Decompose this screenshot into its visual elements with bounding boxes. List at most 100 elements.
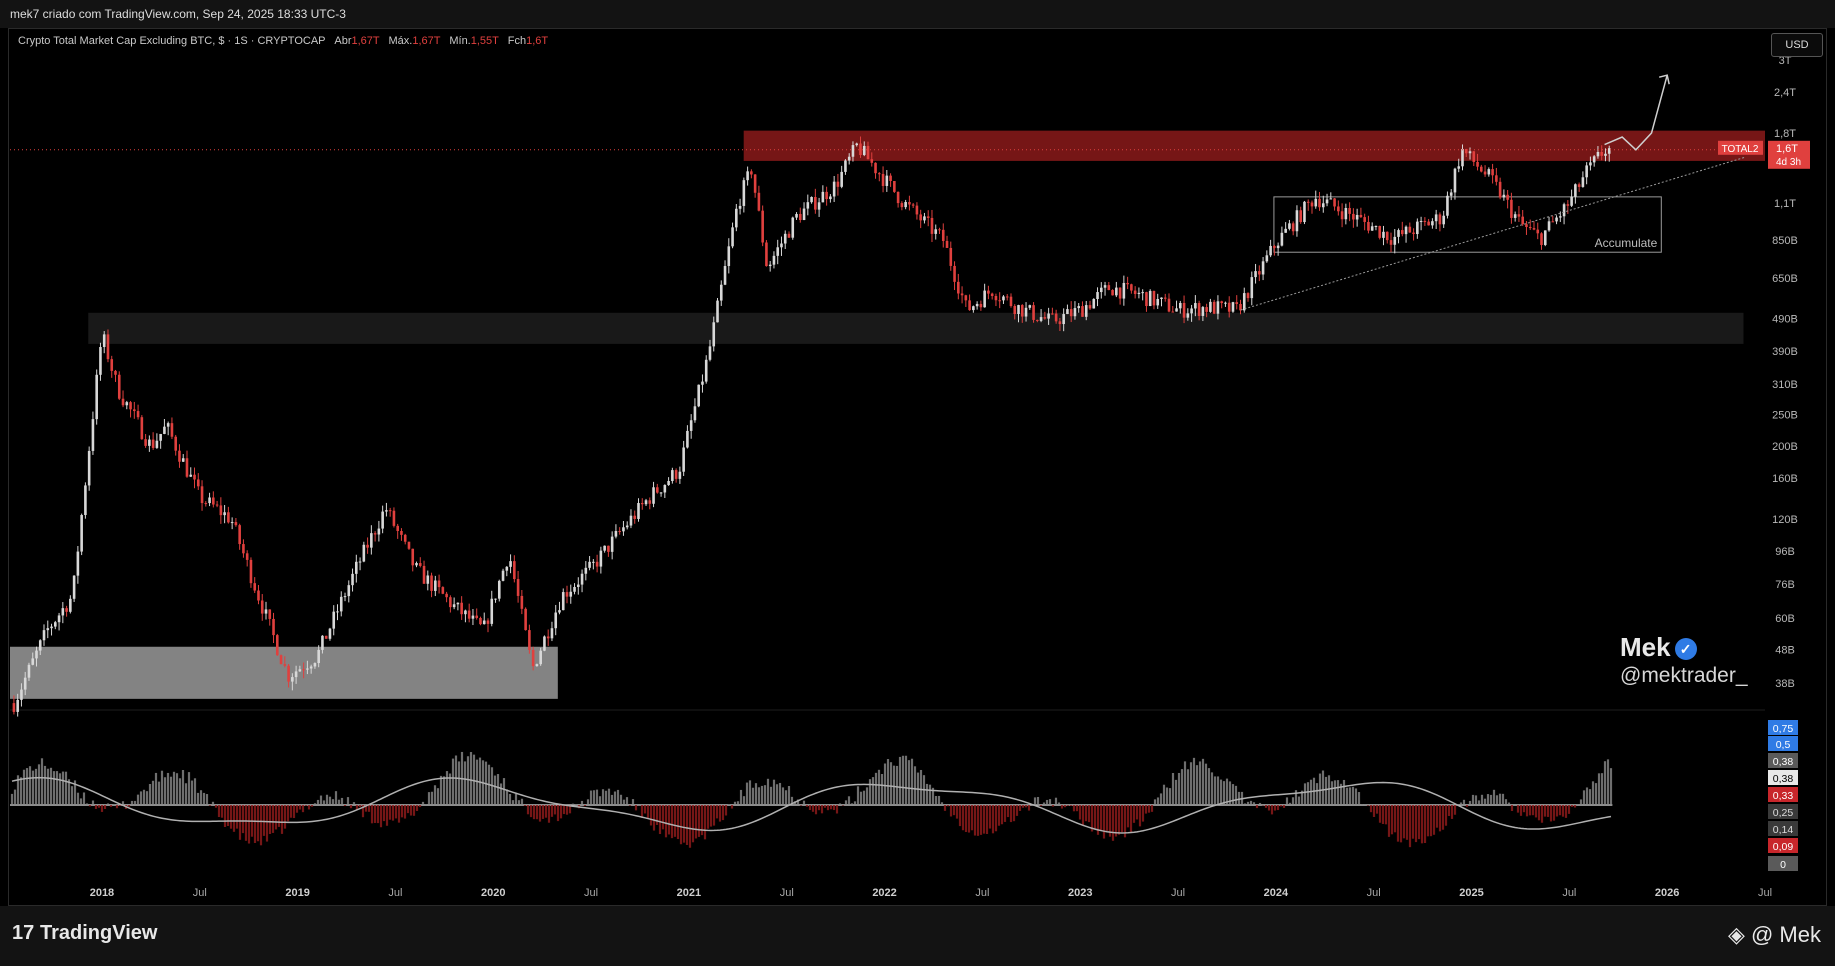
x-tick-label: Jul	[584, 887, 598, 899]
candle-body	[531, 649, 535, 667]
candle-body	[783, 233, 787, 244]
candle-body	[275, 635, 279, 656]
candle-body	[1487, 169, 1491, 175]
candle-body	[1363, 217, 1366, 222]
candle-body	[1513, 214, 1517, 218]
candle-body	[1408, 226, 1412, 233]
oscillator-axis-tag	[1768, 770, 1798, 785]
tradingview-logo-text: TradingView	[40, 922, 158, 944]
candle-body	[403, 534, 407, 542]
candle-body	[54, 622, 57, 627]
candle-body	[1385, 231, 1389, 241]
candle-body	[761, 210, 764, 243]
candle-body	[1310, 202, 1314, 207]
candle-body	[163, 426, 166, 434]
candle-body	[791, 217, 795, 238]
candle-body	[836, 181, 840, 187]
candle-body	[400, 530, 403, 535]
candle-body	[908, 202, 911, 205]
candle-body	[689, 420, 693, 431]
candle-body	[1400, 230, 1404, 235]
candle-body	[377, 528, 381, 535]
candle-body	[1536, 229, 1540, 234]
candle-body	[851, 145, 855, 157]
price-tag	[1768, 140, 1810, 169]
candle-body	[889, 175, 892, 182]
diamond-icon: ◈	[1727, 922, 1745, 947]
tradingview-logo-icon: 17	[12, 922, 35, 944]
candle-body	[1585, 165, 1588, 178]
candle-body	[520, 595, 524, 609]
candle-body	[1216, 301, 1220, 314]
oscillator-axis-tag	[1768, 838, 1798, 853]
candle-body	[1051, 313, 1054, 315]
candle-body	[193, 474, 196, 480]
candle-body	[1562, 204, 1566, 217]
candle-body	[825, 191, 828, 200]
candle-body	[392, 510, 396, 526]
candle-body	[1581, 177, 1585, 187]
candle-body	[930, 217, 934, 234]
candle-body	[16, 699, 19, 712]
candle-body	[844, 160, 847, 172]
candle-body	[42, 630, 46, 641]
candle-body	[776, 247, 780, 256]
candle-body	[1525, 224, 1528, 228]
candle-body	[1013, 306, 1017, 315]
candle-body	[84, 485, 87, 516]
tradingview-logo[interactable]: 17 TradingView	[12, 922, 157, 945]
candle-body	[1382, 231, 1385, 238]
candle-body	[622, 527, 625, 532]
oscillator-axis-label: 0,25	[1773, 807, 1794, 819]
candle-body	[1348, 207, 1351, 214]
candle-body	[592, 561, 595, 563]
candle-body	[449, 597, 452, 608]
candle-body	[170, 423, 174, 437]
candle-body	[140, 417, 144, 440]
open-value: 1,67T	[351, 35, 380, 47]
candle-body	[324, 635, 328, 639]
candle-body	[1043, 317, 1047, 319]
candle-body	[1566, 204, 1570, 206]
candle-body	[106, 334, 110, 360]
candle-body	[260, 600, 264, 614]
oscillator-axis-label: 0,75	[1773, 723, 1794, 735]
symbol-legend: Crypto Total Market Cap Excluding BTC, $…	[18, 35, 548, 47]
candle-body	[1220, 301, 1223, 304]
candle-body	[1171, 311, 1175, 313]
candle-body	[388, 510, 392, 512]
candle-body	[196, 479, 200, 487]
resistance-zone	[743, 130, 1765, 161]
y-tick-label: 200B	[1772, 441, 1798, 453]
candle-body	[742, 180, 746, 206]
candle-body	[445, 593, 448, 598]
candle-body	[31, 658, 35, 665]
candle-body	[430, 575, 433, 591]
candle-body	[561, 592, 565, 611]
candle-body	[806, 202, 810, 209]
candle-body	[964, 295, 968, 301]
candle-body	[1506, 194, 1509, 200]
candle-body	[185, 458, 189, 477]
watermark-handle: @mektrader_	[1620, 664, 1748, 687]
candle-body	[27, 664, 31, 678]
candle-body	[926, 216, 930, 218]
candle-body	[1126, 282, 1129, 285]
candle-body	[1092, 299, 1096, 309]
candle-body	[298, 669, 302, 672]
candle-body	[1472, 151, 1476, 162]
candle-body	[1291, 223, 1295, 232]
accumulate-label: Accumulate	[1595, 236, 1658, 250]
candle-body	[460, 602, 463, 615]
candle-body	[1453, 168, 1457, 193]
candle-body	[953, 265, 956, 282]
candle-body	[35, 650, 38, 659]
candle-body	[524, 608, 527, 631]
currency-button[interactable]: USD	[1771, 33, 1823, 57]
candle-body	[155, 440, 159, 448]
candle-body	[1555, 217, 1558, 222]
y-tick-label: 3T	[1779, 55, 1792, 67]
candle-body	[1284, 228, 1287, 233]
candle-body	[396, 525, 399, 531]
